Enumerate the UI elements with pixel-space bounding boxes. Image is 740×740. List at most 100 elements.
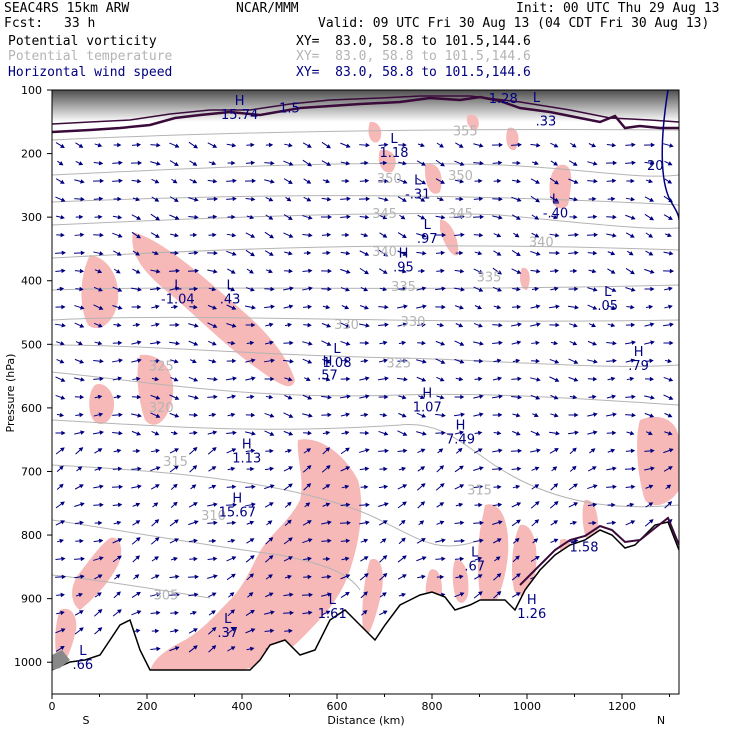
- wind-vector-head: [383, 252, 388, 257]
- theta-contour-label: 340: [372, 245, 397, 260]
- wind-vector-head: [79, 323, 85, 328]
- x-tick-label: 800: [422, 700, 443, 713]
- wind-vector-head: [269, 431, 275, 436]
- wind-vector-head: [516, 197, 522, 202]
- wind-vector-head: [458, 502, 464, 508]
- wind-vector-head: [307, 143, 312, 148]
- wind-vector-head: [99, 502, 104, 508]
- wind-vector-head: [401, 340, 407, 346]
- wind-vector-head: [251, 431, 256, 436]
- field-pv-name: Potential vorticity: [8, 34, 157, 49]
- wind-vector-head: [118, 178, 123, 184]
- wind-vector-head: [80, 232, 85, 238]
- wind-vector-head: [135, 520, 141, 525]
- wind-vector-head: [230, 466, 236, 472]
- wind-vector-head: [553, 413, 559, 418]
- wind-vector-head: [421, 413, 427, 418]
- wind-vector-head: [460, 287, 465, 292]
- extremum-type: L: [604, 285, 612, 300]
- wind-vector-head: [79, 359, 85, 364]
- wind-vector-head: [364, 305, 369, 310]
- theta-contour-label: 350: [448, 169, 473, 184]
- wind-vector-head: [666, 484, 672, 489]
- wind-vector-head: [629, 502, 635, 508]
- wind-vector-head: [60, 143, 65, 149]
- wind-vector-head: [535, 556, 540, 561]
- wind-vector-head: [668, 448, 674, 453]
- wind-vector-head: [98, 305, 104, 310]
- wind-vector-head: [441, 304, 446, 310]
- wind-vector-head: [327, 268, 332, 274]
- wind-vector-head: [213, 520, 218, 526]
- wind-vector-head: [287, 322, 293, 328]
- wind-vector-head: [612, 233, 617, 238]
- wind-vector-head: [496, 233, 502, 238]
- axis-ticks: 0 200 400 600 800 1000 1200 100 200 300 400 500 600 7…: [14, 84, 670, 713]
- wind-vector-head: [402, 431, 408, 436]
- wind-vector-head: [231, 214, 236, 220]
- wind-vector-head: [173, 304, 179, 310]
- wind-vector-head: [574, 286, 579, 292]
- wind-vector-head: [364, 466, 370, 472]
- wind-vector-head: [212, 341, 217, 346]
- wind-vector-head: [420, 268, 426, 274]
- wind-vector-head: [384, 197, 389, 202]
- wind-vector-head: [515, 358, 521, 364]
- wind-vector-head: [99, 178, 105, 184]
- wind-vector-head: [230, 412, 236, 418]
- wind-vector-head: [59, 465, 64, 471]
- wind-vector-head: [135, 269, 141, 274]
- wind-vector-head: [97, 340, 103, 346]
- wind-vector-head: [249, 555, 255, 560]
- wind-vector-head: [60, 646, 65, 651]
- wind-vector-head: [117, 376, 123, 381]
- wind-vector-head: [194, 323, 199, 328]
- wind-vector-head: [364, 251, 370, 256]
- extremum-value: 7.49: [446, 432, 475, 447]
- extremum-type: H: [634, 345, 644, 360]
- wind-vector-head: [439, 377, 445, 382]
- extremum-type: H: [242, 437, 252, 452]
- wind-vector-head: [479, 394, 484, 399]
- wind-vector-head: [61, 323, 66, 328]
- terrain-fill: [52, 522, 679, 694]
- wind-vector-head: [99, 251, 104, 256]
- x-tick-label: 0: [49, 700, 56, 713]
- wind-vector-head: [269, 502, 274, 507]
- wind-vector-head: [612, 160, 618, 166]
- x-tick-label: 400: [232, 700, 253, 713]
- wind-vector-head: [498, 448, 503, 453]
- extremum-type: L: [552, 193, 560, 208]
- wind-vector-head: [80, 250, 86, 256]
- wind-vector-head: [346, 214, 351, 220]
- wind-vector-head: [517, 322, 522, 327]
- wind-vector-head: [251, 502, 256, 507]
- wind-vector-head: [155, 395, 161, 400]
- wind-vector-head: [288, 628, 293, 634]
- wind-vector-head: [536, 322, 541, 327]
- wind-vector-head: [115, 269, 121, 274]
- wind-vector-head: [422, 359, 427, 364]
- pv-region: [137, 354, 174, 425]
- wind-vector-head: [61, 430, 66, 436]
- wind-vector-head: [383, 484, 389, 490]
- wind-vector-head: [402, 501, 407, 506]
- wind-vector-head: [174, 143, 180, 148]
- wind-vector-head: [308, 610, 313, 616]
- theta-line: [52, 519, 361, 591]
- wind-vector-head: [630, 215, 636, 220]
- wind-vector-head: [137, 160, 143, 166]
- wind-vector-head: [156, 269, 161, 274]
- wind-vector-head: [154, 179, 160, 184]
- extremum-type: H: [232, 491, 242, 506]
- wind-vector-head: [515, 555, 520, 561]
- wind-vector-head: [365, 323, 370, 328]
- wind-vector-head: [401, 466, 407, 472]
- wind-vector-head: [572, 161, 578, 166]
- wind-vector-head: [231, 305, 237, 310]
- wind-vector-head: [629, 430, 635, 436]
- wind-vector-head: [440, 162, 445, 167]
- wind-vector-head: [667, 501, 673, 506]
- wind-vector-head: [118, 412, 123, 418]
- wind-vector-head: [97, 269, 103, 274]
